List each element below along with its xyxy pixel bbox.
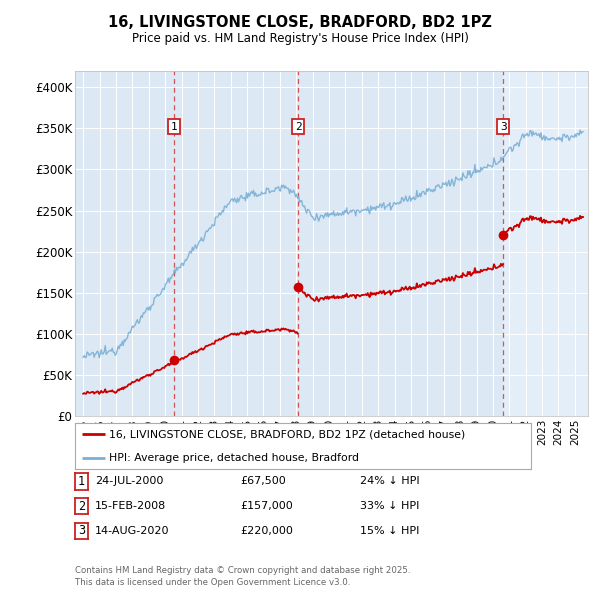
Text: 24-JUL-2000: 24-JUL-2000 — [95, 477, 163, 486]
Text: 3: 3 — [78, 525, 85, 537]
Text: 1: 1 — [171, 122, 178, 132]
Text: Contains HM Land Registry data © Crown copyright and database right 2025.
This d: Contains HM Land Registry data © Crown c… — [75, 566, 410, 587]
Text: HPI: Average price, detached house, Bradford: HPI: Average price, detached house, Brad… — [109, 453, 359, 463]
Text: £157,000: £157,000 — [240, 502, 293, 511]
Text: Price paid vs. HM Land Registry's House Price Index (HPI): Price paid vs. HM Land Registry's House … — [131, 32, 469, 45]
Text: 15-FEB-2008: 15-FEB-2008 — [95, 502, 166, 511]
Text: 33% ↓ HPI: 33% ↓ HPI — [360, 502, 419, 511]
Text: 24% ↓ HPI: 24% ↓ HPI — [360, 477, 419, 486]
Text: 1: 1 — [78, 475, 85, 488]
Text: 2: 2 — [78, 500, 85, 513]
Text: 16, LIVINGSTONE CLOSE, BRADFORD, BD2 1PZ (detached house): 16, LIVINGSTONE CLOSE, BRADFORD, BD2 1PZ… — [109, 429, 466, 439]
Text: 14-AUG-2020: 14-AUG-2020 — [95, 526, 169, 536]
Text: 3: 3 — [500, 122, 506, 132]
Text: 16, LIVINGSTONE CLOSE, BRADFORD, BD2 1PZ: 16, LIVINGSTONE CLOSE, BRADFORD, BD2 1PZ — [108, 15, 492, 30]
Text: £220,000: £220,000 — [240, 526, 293, 536]
Text: £67,500: £67,500 — [240, 477, 286, 486]
Bar — [503, 71, 588, 416]
Text: 2: 2 — [295, 122, 302, 132]
Text: 15% ↓ HPI: 15% ↓ HPI — [360, 526, 419, 536]
